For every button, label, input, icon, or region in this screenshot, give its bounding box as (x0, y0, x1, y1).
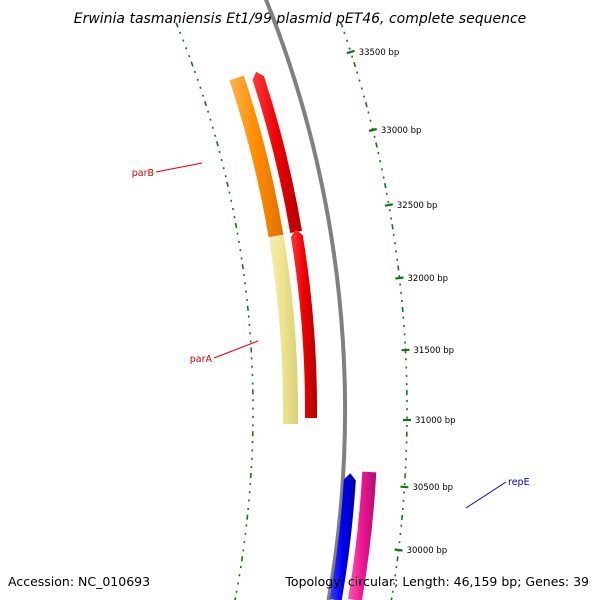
inner-ring-dash (214, 134, 217, 137)
outer-ring-dash (358, 79, 361, 82)
inner-ring-dash (240, 556, 244, 562)
outer-ring-dash (377, 151, 380, 155)
scale-tick-label: 31500 bp (414, 346, 455, 356)
scale-tick-label: 32000 bp (408, 274, 449, 284)
outer-ring-dash (391, 224, 394, 230)
outer-ring-dash (340, 22, 344, 28)
parA-leader-line (213, 340, 259, 359)
repE-gene-arrow (329, 473, 356, 600)
inner-ring-dash (241, 264, 244, 270)
inner-ring-dash (224, 175, 227, 178)
dotted-rings (175, 22, 408, 600)
inner-ring-dash (185, 47, 188, 50)
inner-ring-dash (204, 101, 208, 107)
gene-labels: parB parA repE (132, 162, 530, 509)
outer-ring-dash (369, 119, 372, 122)
inner-ring-dash (218, 150, 221, 154)
inner-ring-dash (246, 305, 249, 311)
inner-ring-dash (209, 118, 212, 121)
inner-ring-dash (188, 54, 191, 58)
outer-ring-dash (390, 597, 393, 600)
parB-cds-band (229, 75, 284, 238)
gene-features (229, 71, 377, 600)
scale-tick-mark (400, 485, 409, 489)
sequence-summary-text: Topology: circular; Length: 46,159 bp; G… (284, 574, 589, 589)
outer-ring-dash (401, 514, 404, 520)
accession-text: Accession: NC_010693 (8, 574, 150, 589)
inner-ring-dash (207, 110, 210, 113)
outer-ring-dash (351, 55, 354, 58)
outer-ring-dash (348, 47, 351, 50)
scale-tick-label: 33500 bp (359, 48, 400, 58)
outer-ring-dash (367, 111, 370, 114)
scale-ticks: 33500 bp 33000 bp 32500 bp 32000 bp 31500 bp… (346, 48, 456, 556)
outer-ring-dash (345, 39, 349, 42)
outer-ring-dash (356, 71, 359, 74)
repE-leader-line (465, 481, 507, 509)
parB-leader-line (155, 162, 203, 173)
inner-ring-dash (226, 181, 229, 188)
outer-ring-dash (373, 135, 376, 139)
scale-tick-mark (368, 127, 378, 133)
repE-cds-band (348, 471, 377, 600)
inner-ring-dash (175, 22, 179, 28)
scale-tick-mark (384, 203, 393, 207)
parB-gene-arrow (252, 71, 302, 234)
repE-label: repE (508, 477, 530, 488)
outer-ring-dash (396, 556, 399, 562)
scale-tick-mark (346, 49, 355, 55)
scale-tick-label: 31000 bp (415, 416, 456, 426)
inner-ring-dash (211, 126, 214, 129)
scale-tick-label: 30500 bp (413, 483, 454, 493)
inner-ring-dash (196, 78, 199, 82)
outer-ring-dash (384, 183, 387, 189)
outer-ring-dash (375, 142, 378, 148)
parA-cds-band (268, 235, 298, 425)
inner-ring-dash (193, 70, 197, 74)
inner-ring-dash (215, 141, 219, 147)
parB-label: parB (132, 168, 154, 179)
inner-ring-dash (199, 86, 202, 89)
inner-ring-dash (234, 597, 237, 600)
parA-gene-arrow (290, 229, 318, 418)
inner-ring-dash (182, 39, 185, 42)
plasmid-backbone-arc (263, 0, 347, 600)
outer-ring-dash (343, 31, 346, 35)
outer-ring-dash (401, 306, 404, 312)
scale-tick-mark (394, 548, 403, 552)
map-title: Erwinia tasmaniensis Et1/99 plasmid pET4… (74, 11, 527, 27)
inner-ring-dash (246, 514, 249, 520)
scale-tick-label: 30000 bp (407, 546, 448, 556)
inner-ring-dash (179, 31, 182, 34)
outer-ring-dash (360, 87, 363, 90)
inner-ring-dash (201, 94, 205, 97)
inner-ring-dash (190, 61, 194, 67)
scale-tick-label: 33000 bp (381, 126, 422, 136)
inner-ring-dash (220, 158, 223, 162)
outer-ring-dash (363, 95, 366, 98)
inner-ring-dash (234, 222, 238, 229)
outer-ring-dash (397, 265, 400, 271)
scale-tick-mark (395, 276, 404, 280)
scale-tick-label: 32500 bp (397, 201, 438, 211)
outer-ring-dash (353, 61, 357, 68)
outer-ring-dash (364, 101, 368, 108)
parA-label: parA (190, 354, 213, 365)
